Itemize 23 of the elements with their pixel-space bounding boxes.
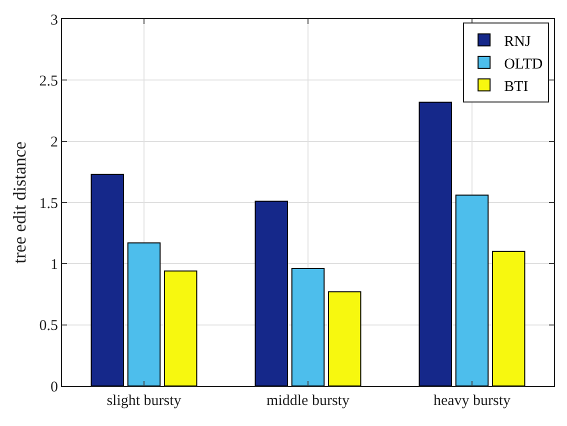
- y-tick-label: 2: [50, 134, 58, 151]
- x-tick-label: heavy bursty: [433, 393, 512, 409]
- y-tick-label: 2.5: [39, 73, 58, 90]
- y-axis-title: tree edit distance: [9, 142, 30, 264]
- bar: [418, 102, 452, 386]
- bar: [127, 242, 161, 386]
- y-tick-label: 0.5: [39, 318, 58, 334]
- bar: [291, 268, 325, 386]
- legend-label: OLTD: [504, 56, 543, 72]
- legend-label: BTI: [504, 78, 528, 95]
- x-tick-label: middle bursty: [266, 393, 350, 409]
- x-tick-label: slight bursty: [106, 393, 182, 409]
- bar: [164, 270, 198, 386]
- bar: [492, 250, 526, 386]
- y-tick-label: 1.5: [39, 196, 58, 212]
- legend-label: RNJ: [504, 34, 531, 50]
- y-tick-label: 1: [50, 256, 58, 273]
- bar: [254, 200, 288, 386]
- bar: [455, 194, 489, 386]
- bar: [90, 174, 124, 386]
- bar: [328, 291, 362, 386]
- y-tick-label: 3: [50, 12, 58, 28]
- y-tick-label: 0: [50, 379, 58, 396]
